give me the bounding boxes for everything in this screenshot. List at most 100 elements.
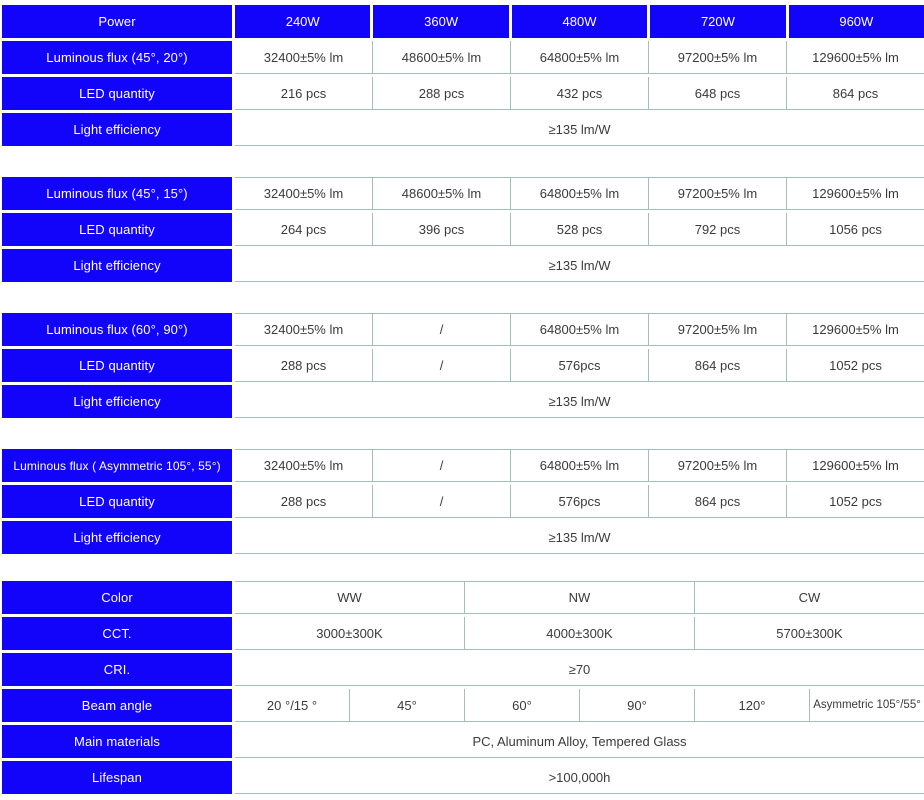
- led-quantity-row-label: LED quantity: [2, 485, 232, 518]
- spec-value-cell: 1052 pcs: [786, 485, 924, 518]
- light-efficiency-row-label: Light efficiency: [2, 385, 232, 418]
- main-materials-values: PC, Aluminum Alloy, Tempered Glass: [235, 725, 924, 758]
- power-column-header: 960W: [785, 5, 924, 38]
- luminous-flux-row-label: Luminous flux (45°, 15°): [2, 177, 232, 210]
- spec-value-cell: 3000±300K: [235, 617, 464, 650]
- light-efficiency-row-label: Light efficiency: [2, 249, 232, 282]
- spec-value-cell: 45°: [349, 689, 464, 722]
- spec-value-cell: 129600±5% lm: [786, 41, 924, 74]
- spec-value-cell: /: [372, 349, 510, 382]
- power-row: Power 240W 360W 480W 720W 960W: [2, 5, 924, 38]
- luminous-flux-row: Luminous flux (45°, 15°) 32400±5% lm 486…: [2, 177, 924, 210]
- color-row-label: Color: [2, 581, 232, 614]
- spec-value-cell: 1052 pcs: [786, 349, 924, 382]
- cri-row: CRI. ≥70: [2, 653, 924, 686]
- spec-table-general: Color WW NW CW CCT. 3000±300K 4000±300K …: [2, 581, 924, 794]
- spec-value-cell: 576pcs: [510, 349, 648, 382]
- cri-row-label: CRI.: [2, 653, 232, 686]
- spec-value-cell: 864 pcs: [786, 77, 924, 110]
- spec-value-cell: 129600±5% lm: [786, 449, 924, 482]
- luminous-flux-values: 32400±5% lm / 64800±5% lm 97200±5% lm 12…: [235, 313, 924, 346]
- power-column-header: 240W: [235, 5, 371, 38]
- led-quantity-row-label: LED quantity: [2, 77, 232, 110]
- spec-value-cell: 288 pcs: [235, 349, 372, 382]
- spec-table-flux-60-90: Luminous flux (60°, 90°) 32400±5% lm / 6…: [2, 313, 924, 418]
- luminous-flux-values: 32400±5% lm 48600±5% lm 64800±5% lm 9720…: [235, 177, 924, 210]
- spec-value-cell: 97200±5% lm: [648, 177, 786, 210]
- led-quantity-values: 288 pcs / 576pcs 864 pcs 1052 pcs: [235, 349, 924, 382]
- light-efficiency-merged-cell: ≥135 lm/W: [235, 249, 924, 282]
- led-quantity-row-label: LED quantity: [2, 213, 232, 246]
- luminous-flux-row-label: Luminous flux ( Asymmetric 105°, 55°): [2, 449, 232, 482]
- luminous-flux-values: 32400±5% lm 48600±5% lm 64800±5% lm 9720…: [235, 41, 924, 74]
- spec-value-cell: 432 pcs: [510, 77, 648, 110]
- spec-value-cell: 129600±5% lm: [786, 177, 924, 210]
- power-column-header: 720W: [647, 5, 786, 38]
- spec-value-cell: 792 pcs: [648, 213, 786, 246]
- spec-value-cell: 48600±5% lm: [372, 177, 510, 210]
- beam-angle-row-label: Beam angle: [2, 689, 232, 722]
- spec-value-cell: /: [372, 485, 510, 518]
- spec-value-cell: 264 pcs: [235, 213, 372, 246]
- light-efficiency-values: ≥135 lm/W: [235, 521, 924, 554]
- spec-value-cell: 64800±5% lm: [510, 449, 648, 482]
- power-column-header: 360W: [370, 5, 509, 38]
- power-row-label: Power: [2, 5, 232, 38]
- spec-value-cell: CW: [694, 581, 924, 614]
- spec-value-cell: /: [372, 313, 510, 346]
- luminous-flux-row-label: Luminous flux (45°, 20°): [2, 41, 232, 74]
- light-efficiency-row: Light efficiency ≥135 lm/W: [2, 113, 924, 146]
- spec-value-cell: 32400±5% lm: [235, 449, 372, 482]
- light-efficiency-values: ≥135 lm/W: [235, 385, 924, 418]
- spec-value-cell: 864 pcs: [648, 485, 786, 518]
- spec-value-cell: 32400±5% lm: [235, 41, 372, 74]
- materials-merged-cell: PC, Aluminum Alloy, Tempered Glass: [235, 725, 924, 758]
- beam-angle-row: Beam angle 20 °/15 ° 45° 60° 90° 120° As…: [2, 689, 924, 722]
- spec-value-cell: 864 pcs: [648, 349, 786, 382]
- spec-value-cell: 32400±5% lm: [235, 177, 372, 210]
- light-efficiency-row-label: Light efficiency: [2, 521, 232, 554]
- spec-value-cell: WW: [235, 581, 464, 614]
- spec-value-cell: 48600±5% lm: [372, 41, 510, 74]
- led-quantity-row: LED quantity 216 pcs 288 pcs 432 pcs 648…: [2, 77, 924, 110]
- cct-row-label: CCT.: [2, 617, 232, 650]
- spec-value-cell: 32400±5% lm: [235, 313, 372, 346]
- led-quantity-row: LED quantity 288 pcs / 576pcs 864 pcs 10…: [2, 485, 924, 518]
- lifespan-values: >100,000h: [235, 761, 924, 794]
- luminous-flux-row: Luminous flux (45°, 20°) 32400±5% lm 486…: [2, 41, 924, 74]
- led-quantity-row-label: LED quantity: [2, 349, 232, 382]
- spec-value-cell: 288 pcs: [235, 485, 372, 518]
- spec-value-cell: 576pcs: [510, 485, 648, 518]
- spec-table-flux-45-15: Luminous flux (45°, 15°) 32400±5% lm 486…: [2, 177, 924, 282]
- color-row: Color WW NW CW: [2, 581, 924, 614]
- light-efficiency-values: ≥135 lm/W: [235, 113, 924, 146]
- spec-value-cell: 648 pcs: [648, 77, 786, 110]
- light-efficiency-row: Light efficiency ≥135 lm/W: [2, 249, 924, 282]
- spec-value-cell: 20 °/15 °: [235, 689, 349, 722]
- spec-value-cell: 60°: [464, 689, 579, 722]
- main-materials-row-label: Main materials: [2, 725, 232, 758]
- luminous-flux-row: Luminous flux (60°, 90°) 32400±5% lm / 6…: [2, 313, 924, 346]
- light-efficiency-merged-cell: ≥135 lm/W: [235, 521, 924, 554]
- spec-value-cell: 4000±300K: [464, 617, 694, 650]
- spec-value-cell: 396 pcs: [372, 213, 510, 246]
- main-materials-row: Main materials PC, Aluminum Alloy, Tempe…: [2, 725, 924, 758]
- spec-value-cell: /: [372, 449, 510, 482]
- spec-value-cell: 288 pcs: [372, 77, 510, 110]
- led-quantity-row: LED quantity 264 pcs 396 pcs 528 pcs 792…: [2, 213, 924, 246]
- cct-row: CCT. 3000±300K 4000±300K 5700±300K: [2, 617, 924, 650]
- spec-value-cell: 5700±300K: [694, 617, 924, 650]
- spec-value-cell: 528 pcs: [510, 213, 648, 246]
- spec-value-cell: 97200±5% lm: [648, 449, 786, 482]
- light-efficiency-merged-cell: ≥135 lm/W: [235, 385, 924, 418]
- power-row-values: 240W 360W 480W 720W 960W: [235, 5, 924, 38]
- light-efficiency-merged-cell: ≥135 lm/W: [235, 113, 924, 146]
- light-efficiency-values: ≥135 lm/W: [235, 249, 924, 282]
- light-efficiency-row: Light efficiency ≥135 lm/W: [2, 385, 924, 418]
- color-values: WW NW CW: [235, 581, 924, 614]
- spec-value-cell: NW: [464, 581, 694, 614]
- spec-table-flux-asymmetric: Luminous flux ( Asymmetric 105°, 55°) 32…: [2, 449, 924, 554]
- cri-values: ≥70: [235, 653, 924, 686]
- light-efficiency-row-label: Light efficiency: [2, 113, 232, 146]
